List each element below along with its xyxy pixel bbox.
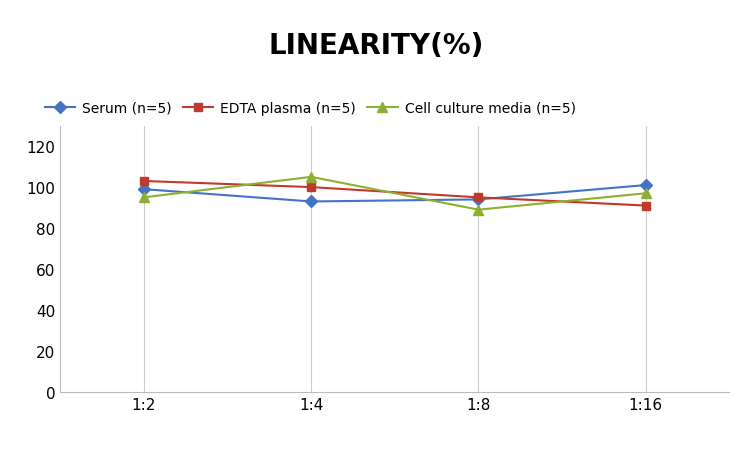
EDTA plasma (n=5) bbox=[474, 195, 483, 201]
EDTA plasma (n=5) bbox=[307, 185, 316, 190]
EDTA plasma (n=5) bbox=[139, 179, 148, 184]
Cell culture media (n=5) bbox=[474, 207, 483, 213]
Line: Serum (n=5): Serum (n=5) bbox=[140, 181, 650, 206]
Text: LINEARITY(%): LINEARITY(%) bbox=[268, 32, 484, 60]
Legend: Serum (n=5), EDTA plasma (n=5), Cell culture media (n=5): Serum (n=5), EDTA plasma (n=5), Cell cul… bbox=[44, 101, 575, 115]
Cell culture media (n=5) bbox=[641, 191, 650, 197]
Line: EDTA plasma (n=5): EDTA plasma (n=5) bbox=[140, 177, 650, 210]
Serum (n=5) bbox=[139, 187, 148, 193]
Serum (n=5) bbox=[641, 183, 650, 189]
Cell culture media (n=5) bbox=[307, 175, 316, 180]
Line: Cell culture media (n=5): Cell culture media (n=5) bbox=[139, 173, 650, 215]
Cell culture media (n=5) bbox=[139, 195, 148, 201]
Serum (n=5) bbox=[474, 197, 483, 202]
EDTA plasma (n=5) bbox=[641, 203, 650, 209]
Serum (n=5) bbox=[307, 199, 316, 205]
